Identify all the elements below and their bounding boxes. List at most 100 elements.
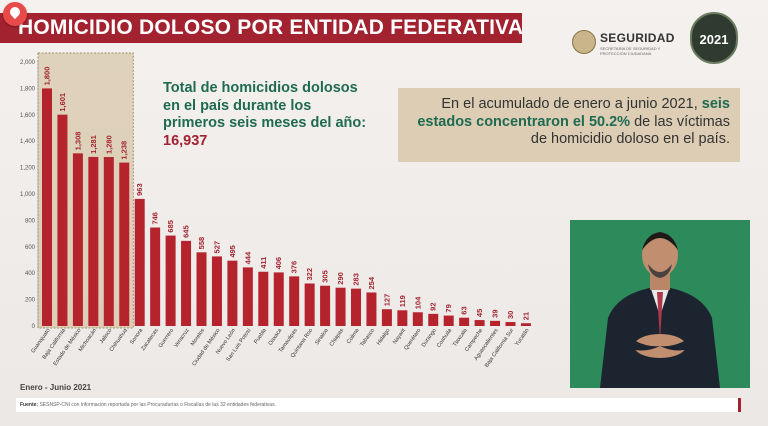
- data-label: 30: [506, 311, 515, 319]
- agency-name: SEGURIDAD: [600, 31, 675, 45]
- category-label: Oaxaca: [268, 327, 284, 347]
- bar: [119, 162, 130, 326]
- bar: [273, 272, 284, 326]
- page-title: HOMICIDIO DOLOSO POR ENTIDAD FEDERATIVA: [0, 13, 522, 43]
- bar: [397, 310, 408, 326]
- data-label: 645: [182, 225, 191, 238]
- y-tick-label: 0: [32, 324, 36, 330]
- bar: [42, 88, 52, 327]
- bar: [88, 156, 99, 326]
- data-label: 746: [151, 212, 160, 225]
- bar: [381, 309, 392, 326]
- year-badge-text: 2021: [699, 32, 729, 47]
- data-label: 254: [367, 276, 376, 289]
- data-label: 1,308: [73, 132, 82, 151]
- data-label: 63: [460, 306, 469, 314]
- y-tick-label: 600: [25, 245, 36, 251]
- bar: [181, 240, 192, 326]
- bar: [150, 227, 161, 326]
- source-label: Fuente:: [20, 402, 39, 408]
- category-label: Sonora: [129, 327, 145, 346]
- category-label: Jalisco: [99, 328, 114, 345]
- bar: [289, 276, 300, 326]
- category-label: Sinaloa: [314, 327, 330, 346]
- total-text: Total de homicidios dolosos en el país d…: [163, 80, 367, 131]
- data-label: 558: [197, 237, 206, 250]
- bar: [490, 320, 501, 326]
- bar: [227, 260, 238, 326]
- data-label: 92: [429, 303, 438, 311]
- category-label: Morelos: [190, 328, 206, 348]
- bar: [428, 313, 439, 326]
- bar: [351, 288, 361, 326]
- y-tick-label: 400: [25, 271, 36, 277]
- data-label: 1,800: [43, 67, 52, 86]
- bar: [103, 157, 114, 326]
- y-tick-label: 1,800: [20, 86, 36, 92]
- data-label: 1,281: [89, 135, 98, 154]
- total-info: Total de homicidios dolosos en el país d…: [163, 80, 373, 150]
- bar: [443, 315, 454, 326]
- periscope-icon[interactable]: [3, 2, 27, 26]
- y-tick-label: 800: [25, 218, 36, 224]
- bar: [335, 287, 346, 326]
- bar: [304, 283, 315, 326]
- data-label: 411: [259, 257, 268, 269]
- category-label: Baja California Sur: [484, 328, 515, 369]
- bar: [258, 271, 269, 326]
- summary-box: En el acumulado de enero a junio 2021, s…: [398, 88, 740, 162]
- y-tick-label: 1,400: [20, 139, 36, 145]
- data-label: 444: [243, 251, 252, 264]
- y-tick-label: 2,000: [20, 60, 36, 66]
- category-label: Nayarit: [392, 327, 407, 345]
- data-label: 1,601: [58, 93, 67, 112]
- category-label: Hidalgo: [376, 328, 392, 347]
- data-label: 685: [166, 220, 175, 233]
- bar: [165, 235, 176, 326]
- bar: [72, 153, 83, 326]
- summary-pre: En el acumulado de enero a junio 2021,: [441, 96, 698, 112]
- source-note: Fuente: SESNSP-CNI con información repor…: [16, 398, 741, 412]
- bar-chart: 0 200 400 600 800 1,000 1,200 1,400 1,600 1,800 2,…: [20, 52, 531, 369]
- interpreter-figure: [570, 220, 750, 388]
- category-label: Colima: [346, 327, 361, 345]
- category-label: Chiapas: [329, 328, 346, 348]
- category-label: Veracruz: [173, 328, 191, 349]
- y-tick-label: 1,200: [20, 166, 36, 172]
- data-label: 1,280: [104, 135, 113, 154]
- period-label: Enero - Junio 2021: [20, 383, 92, 392]
- summary-post: de las víctimas de homicidio doloso en e…: [530, 113, 730, 148]
- bar: [320, 285, 331, 326]
- data-label: 283: [352, 273, 361, 286]
- data-label: 527: [212, 241, 221, 254]
- bar: [459, 317, 470, 326]
- data-label: 305: [321, 270, 330, 283]
- category-label: Coahuila: [436, 327, 454, 349]
- government-seal-icon: [572, 30, 596, 54]
- data-label: 322: [305, 268, 314, 281]
- bar: [211, 256, 222, 326]
- y-tick-label: 200: [25, 298, 36, 304]
- data-label: 376: [290, 261, 299, 274]
- bar: [196, 252, 207, 326]
- top-six-highlight: [37, 52, 134, 329]
- bar: [242, 267, 253, 326]
- data-label: 79: [444, 304, 453, 312]
- sign-language-interpreter-video: [570, 220, 750, 388]
- bar: [134, 198, 145, 326]
- bar: [505, 322, 516, 326]
- bar: [474, 320, 485, 326]
- year-badge-logo: 2021: [690, 12, 738, 64]
- data-label: 1,238: [120, 141, 129, 160]
- y-tick-label: 1,600: [20, 113, 36, 119]
- category-label: Yucatán: [514, 328, 530, 348]
- data-label: 127: [382, 294, 391, 307]
- bar: [412, 312, 423, 326]
- data-label: 119: [398, 295, 407, 307]
- data-label: 104: [413, 296, 422, 309]
- data-label: 406: [274, 257, 283, 270]
- data-label: 21: [521, 312, 530, 320]
- category-label: Puebla: [253, 327, 268, 345]
- total-value: 16,937: [163, 132, 208, 149]
